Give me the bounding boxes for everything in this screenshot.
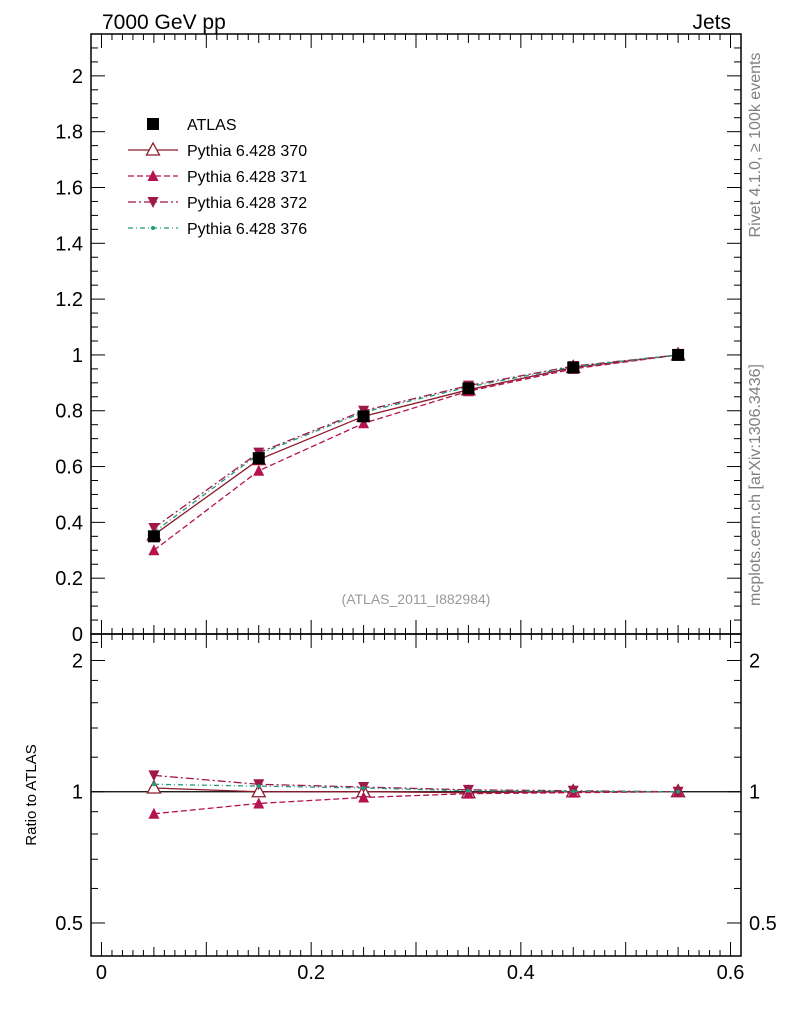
legend-label: Pythia 6.428 372: [187, 195, 307, 212]
ratio-y-tick-label: 1: [72, 782, 83, 804]
data-point-atlas: [357, 410, 370, 423]
ratio-point-pythia-6-428-371: [148, 807, 160, 819]
legend-label: ATLAS: [187, 117, 237, 134]
ratio-point-pythia-6-428-376: [676, 789, 681, 794]
header-left: 7000 GeV pp: [102, 11, 226, 34]
x-tick-label: 0.6: [717, 962, 745, 984]
ratio-line-pythia-6-428-371: [153, 791, 679, 815]
ratio-y-tick-label: 0.5: [55, 913, 83, 935]
legend-marker: [151, 226, 155, 230]
main-plot-panel: 0 0.2 0.4 0.6 0.8 1 1.2 1.4 1.6 1.8 2: [55, 33, 742, 956]
x-tick-label: 0.2: [297, 962, 325, 984]
header-right: Jets: [692, 11, 731, 34]
y-tick-label: 0.6: [55, 457, 83, 479]
ratio-plot-panel: 0 0.2 0.4 0.6 0.5 0.5 1 1 2 2: [55, 633, 777, 984]
x-tick-label: 0.4: [507, 962, 535, 984]
ratio-frame: [90, 633, 742, 957]
y-tick-label: 1.6: [55, 177, 83, 199]
y-tick-label: 0.8: [55, 401, 83, 423]
ratio-y-tick-label-right: 1: [749, 782, 760, 804]
ratio-y-tick-label-right: 2: [749, 650, 760, 672]
data-point-atlas: [567, 361, 580, 374]
ratio-line-pythia-6-428-376: [153, 783, 679, 793]
analysis-id: (ATLAS_2011_I882984): [342, 591, 491, 607]
ratio-y-tick-label: 2: [72, 650, 83, 672]
ratio-point-pythia-6-428-376: [361, 785, 366, 790]
ratio-line-pythia-6-428-372: [153, 774, 679, 793]
y-tick-label: 1: [72, 345, 83, 367]
y-tick-label: 1.2: [55, 289, 83, 311]
data-point-atlas: [147, 530, 160, 543]
legend-marker: [147, 197, 159, 208]
y-tick-label: 2: [72, 66, 83, 88]
data-point-pythia-6-428-371: [253, 464, 265, 476]
legend-marker: [147, 118, 159, 130]
ratio-point-pythia-6-428-370: [146, 779, 162, 794]
x-tick-label: 0: [96, 962, 107, 984]
rivet-label: Rivet 4.1.0, ≥ 100k events: [747, 53, 764, 238]
data-point-pythia-6-428-371: [358, 417, 370, 429]
legend-marker: [145, 141, 161, 156]
ratio-point-pythia-6-428-376: [256, 784, 261, 789]
series-line-pythia-6-428-371: [153, 354, 679, 551]
data-point-pythia-6-428-372: [148, 522, 160, 534]
data-point-atlas: [462, 382, 475, 395]
y-tick-label: 0.4: [55, 512, 83, 534]
data-point-atlas: [672, 348, 685, 361]
data-point-atlas: [252, 452, 265, 465]
mcplots-label: mcplots.cern.ch [arXiv:1306.3436]: [747, 364, 764, 606]
ratio-ylabel: Ratio to ATLAS: [23, 744, 40, 845]
y-tick-label: 0.2: [55, 568, 83, 590]
legend-marker: [147, 170, 159, 181]
legend: ATLAS Pythia 6.428 370 Pythia 6.428 371 Pyt…: [128, 117, 307, 238]
ratio-point-pythia-6-428-371: [253, 797, 265, 809]
ratio-point-pythia-6-428-376: [466, 788, 471, 793]
ratio-y-tick-label-right: 0.5: [749, 913, 777, 935]
series-line-pythia-6-428-376: [153, 354, 679, 533]
ratio-point-pythia-6-428-370: [251, 783, 267, 798]
legend-label: Pythia 6.428 371: [187, 169, 307, 186]
series-line-pythia-6-428-372: [153, 354, 679, 529]
ratio-point-pythia-6-428-376: [151, 782, 156, 787]
legend-label: Pythia 6.428 370: [187, 143, 307, 160]
y-tick-label: 0: [72, 624, 83, 646]
ratio-point-pythia-6-428-376: [571, 789, 576, 794]
y-tick-label: 1.8: [55, 122, 83, 144]
data-point-pythia-6-428-371: [148, 544, 160, 556]
ratio-point-pythia-6-428-371: [358, 791, 370, 803]
legend-label: Pythia 6.428 376: [187, 221, 307, 238]
series-line-pythia-6-428-370: [153, 354, 679, 536]
ratio-point-pythia-6-428-372: [148, 770, 160, 782]
y-tick-label: 1.4: [55, 233, 83, 255]
